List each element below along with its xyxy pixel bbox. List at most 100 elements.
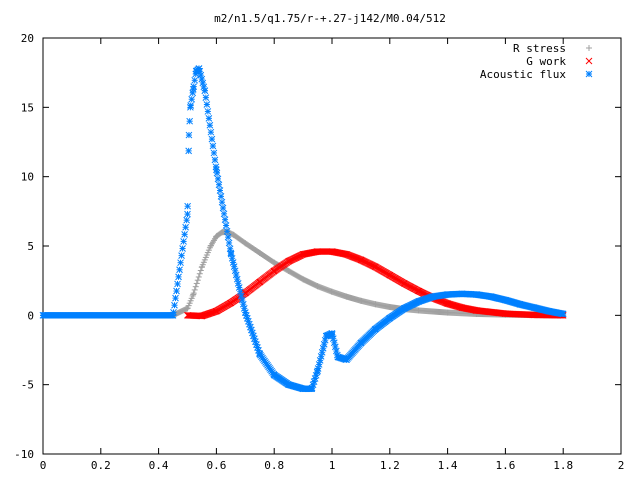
data-point [223, 222, 229, 228]
data-point [239, 297, 245, 303]
data-point [195, 277, 201, 283]
data-point [219, 199, 225, 205]
x-tick-label: 1.6 [495, 459, 515, 472]
data-point [183, 224, 189, 230]
data-point [459, 291, 465, 297]
data-point [192, 287, 198, 293]
data-point [474, 292, 480, 298]
data-point [319, 349, 325, 355]
data-point [236, 285, 242, 291]
x-tick-label: 1.2 [380, 459, 400, 472]
data-point [315, 368, 321, 374]
data-point [316, 361, 322, 367]
data-point [233, 272, 239, 278]
data-point [208, 129, 214, 135]
data-point [242, 310, 248, 316]
legend-label: R stress [513, 42, 566, 55]
data-point [184, 217, 190, 223]
data-point [332, 344, 338, 350]
data-point [330, 336, 336, 342]
data-point [204, 102, 210, 108]
data-point [333, 348, 339, 354]
data-point [387, 315, 393, 321]
y-tick-label: 15 [21, 101, 34, 114]
data-point [235, 280, 241, 286]
data-point [232, 268, 238, 274]
data-point [185, 203, 191, 209]
data-point [192, 77, 198, 83]
data-point [185, 211, 191, 217]
data-point [331, 340, 337, 346]
data-point [182, 231, 188, 237]
data-point [217, 188, 223, 194]
data-point [229, 255, 235, 261]
data-point [225, 234, 231, 240]
data-point [221, 211, 227, 217]
data-point [343, 357, 349, 363]
data-point [196, 66, 202, 72]
data-point [502, 297, 508, 303]
data-point [220, 205, 226, 211]
data-point [300, 386, 306, 392]
data-point [40, 312, 46, 318]
data-point [234, 276, 240, 282]
legend-marker [586, 45, 592, 51]
plot-frame [43, 38, 621, 454]
y-tick-label: 10 [21, 171, 34, 184]
data-point [211, 150, 217, 156]
y-tick-label: -10 [14, 448, 34, 461]
data-point [189, 96, 195, 102]
data-point [190, 292, 196, 298]
data-point [174, 288, 180, 294]
data-point [180, 246, 186, 252]
data-point [218, 193, 224, 199]
data-point [321, 341, 327, 347]
y-tick-label: 0 [27, 309, 34, 322]
y-tick-label: 20 [21, 32, 34, 45]
data-point [335, 354, 341, 360]
data-point [197, 271, 203, 277]
legend-marker [586, 71, 592, 77]
data-point [240, 301, 246, 307]
data-point [401, 305, 407, 311]
data-point [203, 95, 209, 101]
data-point [286, 382, 292, 388]
data-point [517, 301, 523, 307]
x-tick-label: 0.6 [206, 459, 226, 472]
legend-marker [586, 58, 592, 64]
legend-label: Acoustic flux [480, 68, 566, 81]
data-point [372, 326, 378, 332]
data-point [177, 267, 183, 273]
data-point [198, 267, 204, 273]
data-point [231, 264, 237, 270]
data-point [210, 143, 216, 149]
data-point [175, 281, 181, 287]
data-point [212, 157, 218, 163]
data-point [323, 333, 329, 339]
data-point [226, 240, 232, 246]
data-point [178, 260, 184, 266]
data-point [179, 253, 185, 259]
data-point [445, 292, 451, 298]
data-point [320, 345, 326, 351]
data-point [238, 293, 244, 299]
x-tick-label: 0.2 [91, 459, 111, 472]
data-point [176, 274, 182, 280]
data-point [206, 115, 212, 121]
data-point [416, 298, 422, 304]
data-point [309, 386, 315, 392]
x-tick-label: 2 [618, 459, 625, 472]
data-point [257, 351, 263, 357]
x-tick-label: 1.4 [438, 459, 458, 472]
legend-label: G work [526, 55, 566, 68]
x-tick-label: 1.8 [553, 459, 573, 472]
data-point [430, 294, 436, 300]
data-point [488, 294, 494, 300]
data-point [193, 284, 199, 290]
data-point [317, 357, 323, 363]
x-tick-label: 0 [40, 459, 47, 472]
data-point [186, 132, 192, 138]
